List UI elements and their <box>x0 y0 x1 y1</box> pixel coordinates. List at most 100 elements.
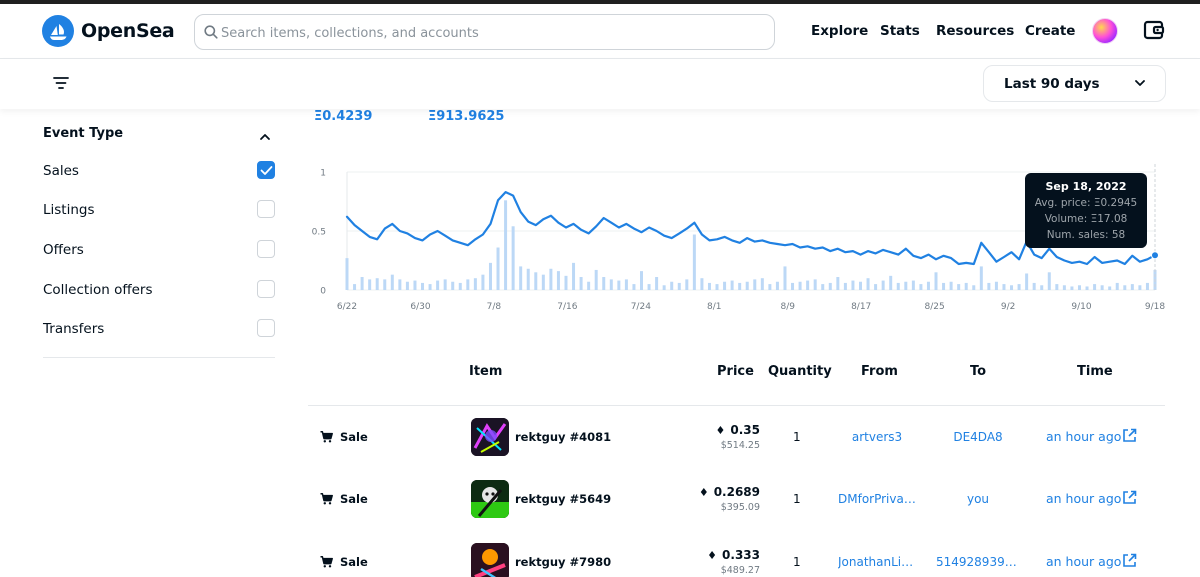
filter-collection-offers[interactable]: Collection offers <box>43 280 275 304</box>
time-link[interactable]: an hour ago <box>1046 491 1122 506</box>
volume-bar <box>519 266 523 290</box>
volume-bar <box>806 280 810 290</box>
x-tick-label: 8/1 <box>707 302 721 312</box>
volume-bar <box>760 278 764 290</box>
volume-bar <box>564 275 568 290</box>
price-eth-value: 0.2689 <box>713 485 760 499</box>
volume-bar <box>360 277 364 290</box>
activity-toolbar: Last 90 days <box>0 59 1200 109</box>
volume-bar <box>345 258 349 290</box>
volume-bar <box>413 280 417 290</box>
period-dropdown[interactable]: Last 90 days <box>983 65 1166 102</box>
from-account-link[interactable]: artvers3 <box>851 430 903 444</box>
volume-bar <box>549 268 553 290</box>
volume-bar <box>1138 285 1142 290</box>
volume-bar <box>768 284 772 290</box>
filter-icon[interactable] <box>53 75 69 94</box>
wallet-icon[interactable] <box>1143 19 1165 45</box>
tooltip-volume: Volume: Ξ17.08 <box>1044 213 1128 225</box>
price-usd: $395.09 <box>720 502 760 513</box>
from-account-link[interactable]: JonathanLit... <box>838 555 916 569</box>
quantity: 1 <box>793 555 801 569</box>
nft-thumbnail[interactable] <box>471 543 509 577</box>
table-row[interactable]: Sale rektguy #5649 ♦ 0.2689 $395.09 1 DMf… <box>308 468 1165 530</box>
filter-checkbox-sales[interactable] <box>257 161 275 179</box>
price-eth-value: 0.35 <box>730 423 760 437</box>
search-input[interactable] <box>221 22 761 44</box>
quantity: 1 <box>793 430 801 444</box>
time-link[interactable]: an hour ago <box>1046 554 1122 569</box>
nav-stats[interactable]: Stats <box>880 23 920 39</box>
nft-thumbnail[interactable] <box>471 480 509 518</box>
item-name[interactable]: rektguy #7980 <box>515 555 612 569</box>
volume-bar <box>964 282 968 290</box>
volume-bar <box>466 279 470 290</box>
item-name[interactable]: rektguy #4081 <box>515 430 612 444</box>
filter-sales[interactable]: Sales <box>43 161 275 185</box>
opensea-logo-icon[interactable] <box>42 15 74 47</box>
period-selected-label: Last 90 days <box>1004 76 1100 92</box>
volume-bar <box>1085 286 1089 290</box>
filter-checkbox-transfers[interactable] <box>257 319 275 337</box>
price-eth-value: 0.333 <box>722 548 760 562</box>
event-type-heading[interactable]: Event Type <box>43 126 124 141</box>
from-account-link[interactable]: DMforPrivat... <box>838 492 916 506</box>
to-account-link[interactable]: you <box>966 492 990 506</box>
volume-bar <box>911 280 915 290</box>
volume-bar <box>451 281 455 290</box>
avg-price-stat: Ξ0.4239 <box>314 109 373 124</box>
external-link-icon[interactable] <box>1122 428 1137 443</box>
table-row[interactable]: Sale rektguy #4081 ♦ 0.35 $514.25 1 artve… <box>308 406 1165 468</box>
profile-avatar[interactable] <box>1092 18 1118 44</box>
volume-bar <box>791 282 795 290</box>
filter-offers[interactable]: Offers <box>43 240 275 264</box>
external-link-icon[interactable] <box>1122 553 1137 568</box>
volume-bar <box>421 282 425 290</box>
to-account-link[interactable]: DE4DA8 <box>953 430 1003 444</box>
chart-tooltip: Sep 18, 2022 Avg. price: Ξ0.2945 Volume:… <box>1025 173 1147 248</box>
nav-create[interactable]: Create <box>1025 23 1076 39</box>
volume-bar <box>957 284 961 290</box>
volume-bar <box>1093 284 1097 290</box>
volume-bar <box>624 279 628 290</box>
price-eth: ♦ 0.333 <box>707 548 760 562</box>
col-header-to: To <box>970 364 987 379</box>
volume-bar <box>375 278 379 290</box>
volume-bar <box>1025 273 1029 290</box>
volume-bar <box>443 279 447 290</box>
nft-thumbnail[interactable] <box>471 418 509 456</box>
search-bar[interactable] <box>194 14 775 50</box>
eth-icon: ♦ <box>707 549 718 562</box>
tooltip-date: Sep 18, 2022 <box>1045 180 1127 193</box>
time-link[interactable]: an hour ago <box>1046 429 1122 444</box>
chevron-up-icon[interactable] <box>259 127 271 146</box>
to-account-link[interactable]: 5149289397... <box>936 555 1020 569</box>
filter-listings[interactable]: Listings <box>43 200 275 224</box>
volume-bar <box>1100 285 1104 290</box>
app-name[interactable]: OpenSea <box>81 20 175 42</box>
eth-icon: ♦ <box>698 486 709 499</box>
volume-bar <box>1115 282 1119 290</box>
volume-bar <box>1002 284 1006 290</box>
nav-explore[interactable]: Explore <box>811 23 869 39</box>
filter-checkbox-offers[interactable] <box>257 240 275 258</box>
filter-checkbox-listings[interactable] <box>257 200 275 218</box>
table-row[interactable]: Sale rektguy #7980 ♦ 0.333 $489.27 1 Jona… <box>308 531 1165 577</box>
filter-transfers[interactable]: Transfers <box>43 319 275 343</box>
filter-checkbox-collection-offers[interactable] <box>257 280 275 298</box>
volume-bar <box>843 282 847 290</box>
nav-resources[interactable]: Resources <box>936 23 1015 39</box>
volume-bar <box>594 269 598 290</box>
item-name[interactable]: rektguy #5649 <box>515 492 612 506</box>
volume-bar <box>904 281 908 290</box>
sidebar-divider <box>43 357 275 358</box>
volume-bar <box>481 274 485 290</box>
volume-bar <box>662 285 666 290</box>
price-history-chart[interactable]: 1 0.5 0 6/22 6/30 7/8 7/16 7/24 8/1 8/9 8/17 8/25 9/… <box>305 150 1175 315</box>
volume-bar <box>572 262 576 290</box>
volume-bar <box>972 285 976 290</box>
volume-bar <box>1108 286 1112 290</box>
tooltip-avg-price: Avg. price: Ξ0.2945 <box>1034 197 1138 209</box>
volume-bar <box>353 284 357 290</box>
external-link-icon[interactable] <box>1122 490 1137 505</box>
